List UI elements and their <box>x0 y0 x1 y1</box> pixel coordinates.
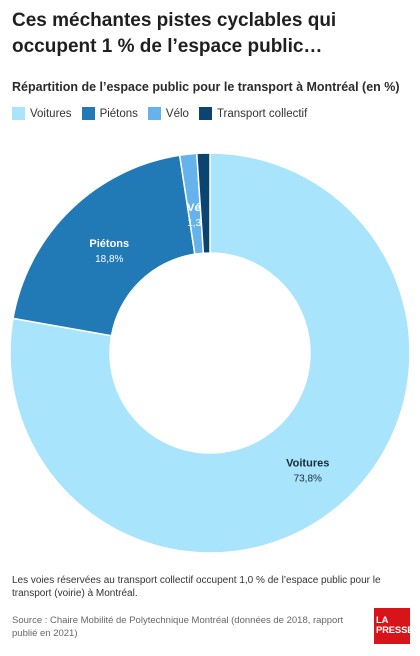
legend-label-pietons: Piétons <box>99 107 138 120</box>
legend-swatch-voitures <box>12 107 25 120</box>
slice-value-velo: 1,3% <box>187 218 210 229</box>
chart-title: Ces méchantes pistes cyclables qui occup… <box>12 10 337 57</box>
slice-label-voitures: Voitures <box>286 457 329 469</box>
slice-value-voitures: 73,8% <box>294 473 322 484</box>
slice-voitures <box>9 152 411 554</box>
slice-transport-collectif <box>195 152 211 255</box>
footnote: Les voies réservées au transport collect… <box>12 575 381 599</box>
legend-label-transport-collectif: Transport collectif <box>216 107 308 120</box>
legend-label-velo: Vélo <box>165 107 189 120</box>
legend-swatch-pietons <box>81 107 95 120</box>
legend-swatch-velo <box>147 107 161 120</box>
legend-label-voitures: Voitures <box>30 107 72 120</box>
source-text: Source : Chaire Mobilité de Polytechniqu… <box>12 615 344 639</box>
chart-subtitle: Répartition de l’espace public pour le t… <box>12 80 400 94</box>
legend-swatch-transport-collectif <box>198 107 212 120</box>
slice-value-pietons: 18,8% <box>95 254 123 265</box>
legend-item-voitures: Voitures <box>12 107 72 120</box>
legend-item-pietons: Piétons <box>81 107 138 120</box>
slice-pietons <box>12 154 196 337</box>
legend-item-transport-collectif: Transport collectif <box>198 107 308 120</box>
legend: Voitures Piétons Vélo Transport collecti… <box>12 107 317 120</box>
legend-item-velo: Vélo <box>147 107 189 120</box>
slice-label-pietons: Piétons <box>89 238 129 250</box>
la-presse-logo: LA PRESSE <box>374 608 414 644</box>
